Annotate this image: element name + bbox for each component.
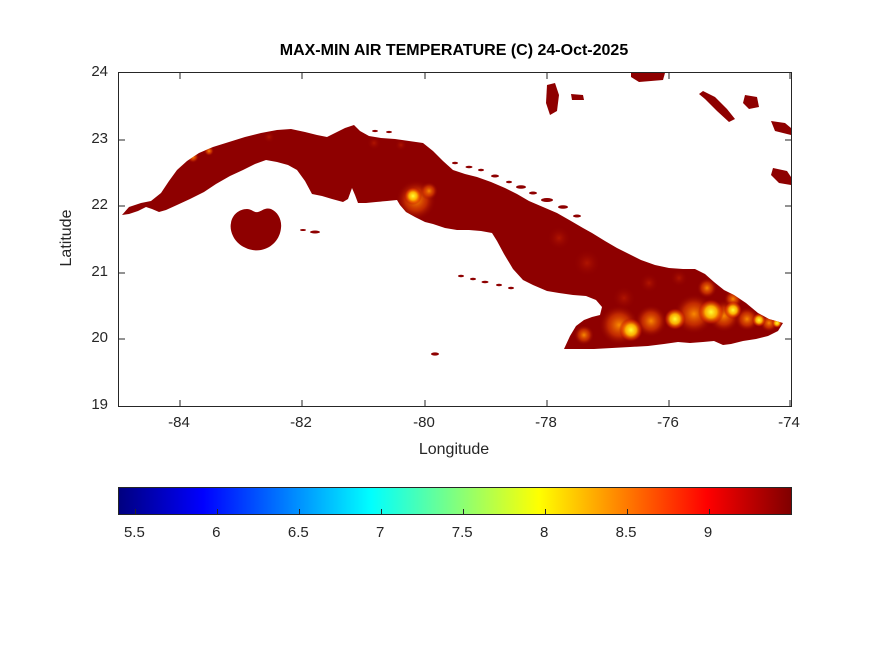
colorbar-tick-label: 6: [212, 524, 221, 541]
y-tick-label: 24: [91, 63, 108, 80]
x-tick-label: -78: [535, 414, 557, 431]
cuba-temperature-map: [119, 73, 791, 406]
x-tick-label: -82: [290, 414, 312, 431]
colorbar-tick: [545, 509, 547, 514]
isla-de-la-juventud-shape: [230, 208, 282, 251]
map-plot-area: [118, 72, 792, 407]
y-tick-label: 22: [91, 196, 108, 213]
colorbar-tick-label: 8.5: [615, 524, 637, 541]
colorbar-tick-labels: 5.5 6 6.5 7 7.5 8 8.5 9: [118, 523, 790, 543]
colorbar-tick-label: 5.5: [123, 524, 145, 541]
colorbar-tick: [463, 509, 465, 514]
colorbar-tick: [381, 509, 383, 514]
colorbar-tick-label: 9: [703, 524, 713, 541]
colorbar-tick: [627, 509, 629, 514]
colorbar-tick: [299, 509, 301, 514]
colorbar: [118, 487, 792, 515]
y-tick-label: 20: [91, 329, 108, 346]
y-tick-label: 21: [91, 263, 108, 280]
y-axis-tick-labels: 24 23 22 21 20 19: [0, 0, 118, 656]
offshore-cays: [300, 129, 581, 356]
colorbar-tick-label: 6.5: [287, 524, 309, 541]
colorbar-tick-label: 7: [376, 524, 385, 541]
temperature-hotspots: [170, 131, 782, 345]
bahamas-fragments: [546, 73, 791, 185]
x-axis-label: Longitude: [418, 441, 490, 458]
x-tick-label: -84: [168, 414, 190, 431]
chart-title: MAX-MIN AIR TEMPERATURE (C) 24-Oct-2025: [279, 42, 629, 59]
colorbar-tick-label: 8: [539, 524, 549, 541]
x-tick-label: -76: [657, 414, 679, 431]
axis-ticks: [119, 73, 791, 406]
y-tick-label: 23: [91, 130, 108, 147]
y-tick-label: 19: [91, 396, 108, 413]
colorbar-tick-label: 7.5: [451, 524, 473, 541]
colorbar-tick: [709, 509, 711, 514]
colorbar-tick: [135, 509, 137, 514]
colorbar-tick: [217, 509, 219, 514]
x-axis-tick-labels: -84 -82 -80 -78 -76 -74: [0, 413, 875, 433]
x-tick-label: -74: [778, 414, 800, 431]
x-tick-label: -80: [413, 414, 435, 431]
